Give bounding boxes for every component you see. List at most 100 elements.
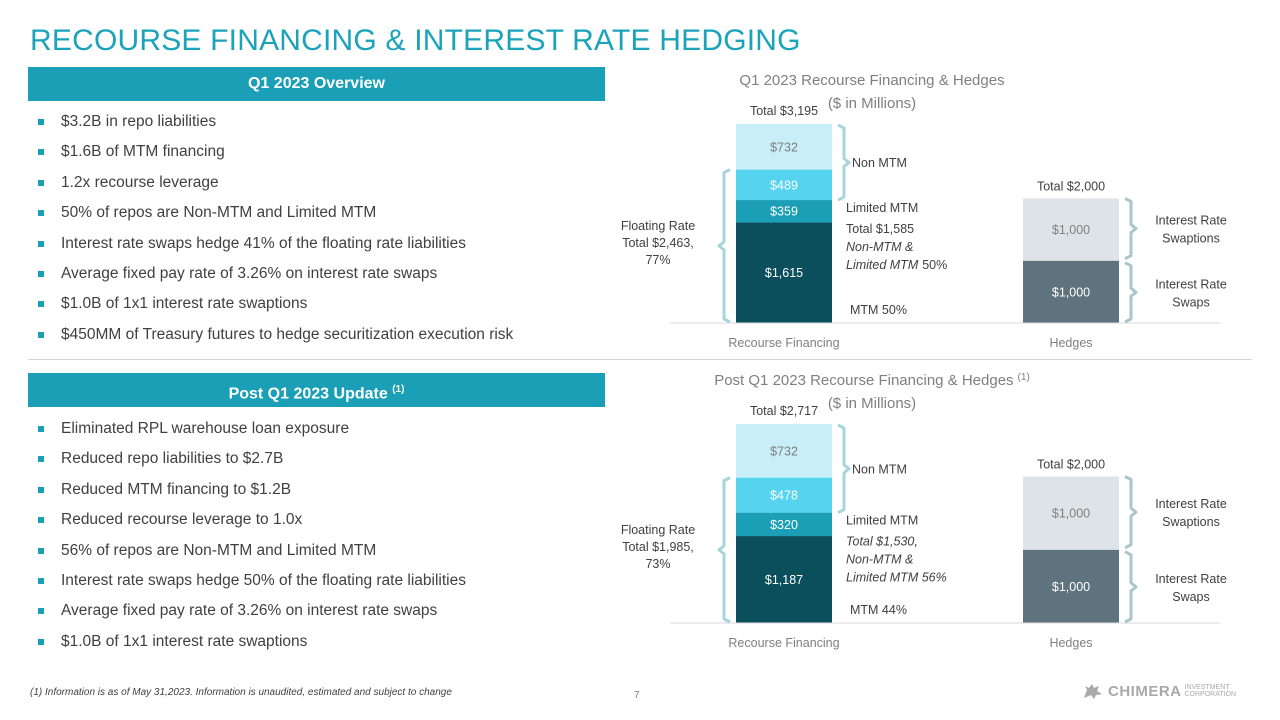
- update-bullet-7: Average fixed pay rate of 3.26% on inter…: [38, 601, 598, 631]
- bullet-marker: [38, 179, 44, 186]
- x-axis-label: Recourse Financing: [728, 636, 839, 650]
- bullet-text: 50% of repos are Non-MTM and Limited MTM: [61, 204, 377, 222]
- bullet-text: Interest rate swaps hedge 50% of the flo…: [61, 571, 466, 589]
- floating-rate-annotation-line: Total $2,463,: [622, 236, 694, 250]
- update-bullet-8: $1.0B of 1x1 interest rate swaptions: [38, 632, 598, 662]
- chart-title-footnote-ref: (1): [1018, 372, 1030, 383]
- financing-bar-segment-mtm: [736, 536, 832, 623]
- financing-bar-value-label: $732: [770, 140, 798, 154]
- financing-bar-value-label: $478: [770, 489, 798, 503]
- non-mtm-brace: [837, 123, 851, 202]
- footnote: (1) Information is as of May 31,2023. In…: [30, 687, 452, 698]
- overview-bullet-list: $3.2B in repo liabilities $1.6B of MTM fi…: [38, 112, 598, 355]
- swaps-annotation-line: Interest Rate: [1155, 572, 1227, 586]
- logo-subtext: INVESTMENT CORPORATION: [1185, 684, 1237, 698]
- hedge-bar-segment-interest-rate-swaptions: [1023, 476, 1119, 550]
- floating-rate-annotation-line: 73%: [645, 557, 670, 571]
- floating-rate-annotation-line: Total $1,985,: [622, 540, 694, 554]
- mtm-annotation: MTM 44%: [850, 603, 907, 617]
- bullet-text: 56% of repos are Non-MTM and Limited MTM: [61, 541, 377, 559]
- bullet-text: Average fixed pay rate of 3.26% on inter…: [61, 602, 438, 620]
- swaptions-annotation-line: Swaptions: [1162, 515, 1220, 529]
- hedge-bar-segment-interest-rate-swaptions: [1023, 198, 1119, 261]
- swaptions-annotation-line: Interest Rate: [1155, 497, 1227, 511]
- financing-bar-value-label: $489: [770, 178, 798, 192]
- update-header-footnote-ref: (1): [392, 384, 405, 395]
- combined-non-mtm-annotation-line: Non-MTM &: [846, 553, 913, 567]
- bullet-marker: [38, 608, 44, 615]
- x-axis-label: Recourse Financing: [728, 336, 839, 350]
- update-bullet-4: Reduced recourse leverage to 1.0x: [38, 510, 598, 540]
- financing-bar-segment-limited-mtm: [736, 200, 832, 223]
- bullet-text: Interest rate swaps hedge 41% of the flo…: [61, 234, 466, 252]
- update-bullet-3: Reduced MTM financing to $1.2B: [38, 480, 598, 510]
- floating-rate-annotation-line: Floating Rate: [621, 523, 695, 537]
- bullet-marker: [38, 547, 44, 554]
- floating-rate-annotation-line: Floating Rate: [621, 219, 695, 233]
- overview-bullet-3: 1.2x recourse leverage: [38, 173, 598, 203]
- combined-non-mtm-annotation-line: Limited MTM 56%: [846, 571, 947, 585]
- mtm-annotation: MTM 50%: [850, 303, 907, 317]
- bullet-marker: [38, 119, 44, 125]
- company-logo: CHIMERA INVESTMENT CORPORATION: [1082, 680, 1236, 702]
- swaptions-annotation-line: Interest Rate: [1155, 214, 1227, 228]
- hedges-total-label: Total $2,000: [1037, 458, 1105, 472]
- bullet-text: 1.2x recourse leverage: [61, 173, 219, 191]
- swaps-annotation: Interest Rate Swaps: [1155, 277, 1227, 309]
- swaps-annotation: Interest Rate Swaps: [1155, 572, 1227, 604]
- financing-bar-value-label: $359: [770, 205, 798, 219]
- bullet-marker: [38, 426, 44, 432]
- swaps-annotation-line: Swaps: [1172, 590, 1210, 604]
- hedge-bar-segment-interest-rate-swaps: [1023, 549, 1119, 623]
- combined-non-mtm-annotation-line: 50%: [922, 258, 947, 272]
- update-bullet-6: Interest rate swaps hedge 50% of the flo…: [38, 571, 598, 601]
- hedge-bar-value-label: $1,000: [1052, 507, 1090, 521]
- overview-bullet-5: Interest rate swaps hedge 41% of the flo…: [38, 234, 598, 264]
- overview-bullet-7: $1.0B of 1x1 interest rate swaptions: [38, 294, 598, 324]
- financing-total-label: Total $3,195: [750, 104, 818, 118]
- bullet-marker: [38, 301, 44, 308]
- financing-bar-value-label: $732: [770, 444, 798, 458]
- overview-bullet-8: $450MM of Treasury futures to hedge secu…: [38, 325, 598, 355]
- section-divider: [28, 359, 1252, 360]
- swaps-brace: [1124, 550, 1138, 624]
- chart-title-text: Post Q1 2023 Recourse Financing & Hedges: [714, 372, 1013, 389]
- hedges-total-label: Total $2,000: [1037, 179, 1105, 193]
- combined-non-mtm-annotation: Total $1,530, Non-MTM & Limited MTM 56%: [846, 535, 947, 585]
- combined-non-mtm-annotation-line: Total $1,530,: [846, 535, 918, 549]
- update-bullet-2: Reduced repo liabilities to $2.7B: [38, 449, 598, 479]
- bullet-text: Average fixed pay rate of 3.26% on inter…: [61, 264, 438, 282]
- bullet-text: Eliminated RPL warehouse loan exposure: [61, 420, 350, 437]
- combined-non-mtm-annotation-line: Non-MTM &: [846, 240, 913, 254]
- update-bullet-5: 56% of repos are Non-MTM and Limited MTM: [38, 541, 598, 571]
- page-number: 7: [634, 690, 640, 701]
- limited-mtm-annotation: Limited MTM: [846, 514, 918, 528]
- bullet-text: $1.6B of MTM financing: [61, 143, 225, 161]
- bullet-marker: [38, 270, 44, 277]
- financing-bar-value-label: $1,187: [765, 573, 803, 587]
- overview-bullet-6: Average fixed pay rate of 3.26% on inter…: [38, 264, 598, 294]
- financing-bar-segment-mtm: [736, 222, 832, 323]
- chimera-logo-icon: [1084, 684, 1102, 699]
- non-mtm-annotation: Non MTM: [852, 156, 907, 170]
- financing-bar-value-label: $320: [770, 518, 798, 532]
- hedge-bar-value-label: $1,000: [1052, 580, 1090, 594]
- overview-header-text: Q1 2023 Overview: [248, 75, 385, 92]
- x-axis-label: Hedges: [1049, 336, 1092, 350]
- overview-bullet-4: 50% of repos are Non-MTM and Limited MTM: [38, 203, 598, 233]
- floating-rate-annotation: Floating Rate Total $2,463, 77%: [621, 219, 695, 267]
- swaptions-brace: [1124, 197, 1138, 261]
- floating-rate-brace: [717, 476, 731, 624]
- hedge-bar-segment-interest-rate-swaps: [1023, 260, 1119, 323]
- x-axis-label: Hedges: [1049, 636, 1092, 650]
- overview-bullet-2: $1.6B of MTM financing: [38, 142, 598, 172]
- financing-bar-segment-non-mtm: [736, 477, 832, 513]
- q1-financing-hedges-chart: Q1 2023 Recourse Financing & Hedges ($ in…: [621, 72, 1227, 350]
- non-mtm-annotation: Non MTM: [852, 462, 907, 476]
- bullet-text: $3.2B in repo liabilities: [61, 113, 217, 130]
- financing-bar-segment-limited-mtm: [736, 512, 832, 537]
- update-bullet-list: Eliminated RPL warehouse loan exposure Re…: [38, 419, 598, 662]
- bullet-text: Reduced MTM financing to $1.2B: [61, 480, 292, 498]
- swaps-brace: [1124, 261, 1138, 324]
- chart-title: Q1 2023 Recourse Financing & Hedges: [739, 72, 1004, 89]
